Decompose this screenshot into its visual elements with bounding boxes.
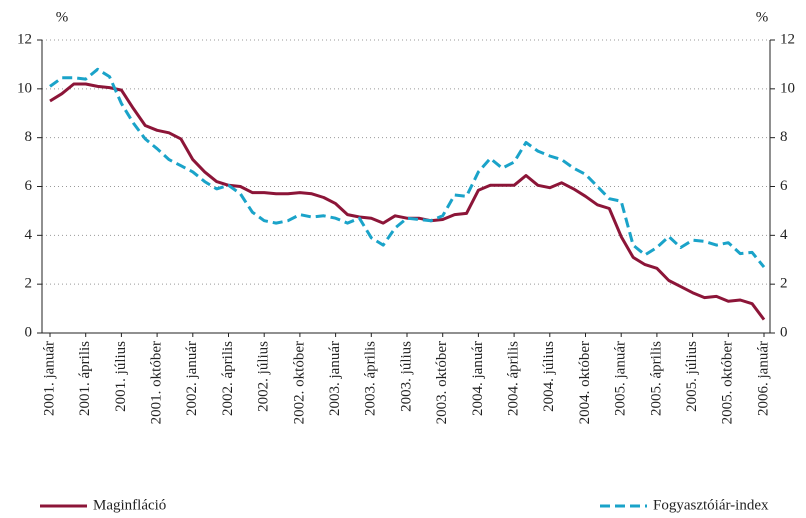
y2-tick-label: 2 bbox=[780, 276, 788, 292]
x-tick-label: 2006. január bbox=[755, 341, 771, 416]
y-axis-unit: % bbox=[56, 9, 69, 25]
y-tick-label: 10 bbox=[17, 80, 32, 96]
x-tick-label: 2004. október bbox=[577, 341, 593, 424]
x-tick-label: 2005. július bbox=[684, 341, 700, 412]
y-tick-label: 8 bbox=[25, 129, 33, 145]
y-tick-label: 4 bbox=[25, 227, 33, 243]
y2-axis-unit: % bbox=[756, 9, 769, 25]
legend-label: Maginfláció bbox=[93, 497, 166, 513]
x-tick-label: 2003. október bbox=[434, 341, 450, 424]
x-tick-label: 2001. január bbox=[41, 341, 57, 416]
x-tick-label: 2004. július bbox=[541, 341, 557, 412]
y2-tick-label: 4 bbox=[780, 227, 788, 243]
y-tick-label: 6 bbox=[25, 178, 33, 194]
x-tick-label: 2003. április bbox=[363, 341, 379, 416]
series-line bbox=[49, 67, 766, 269]
x-tick-label: 2005. október bbox=[720, 341, 736, 424]
x-tick-label: 2003. január bbox=[327, 341, 343, 416]
y-tick-label: 0 bbox=[25, 324, 33, 340]
legend-label: Fogyasztóiár-index bbox=[653, 497, 769, 513]
x-tick-label: 2004. január bbox=[470, 341, 486, 416]
x-tick-label: 2002. október bbox=[291, 341, 307, 424]
x-tick-label: 2002. április bbox=[220, 341, 236, 416]
y-tick-label: 2 bbox=[25, 276, 33, 292]
x-tick-label: 2005. április bbox=[648, 341, 664, 416]
x-tick-label: 2002. január bbox=[184, 341, 200, 416]
y2-tick-label: 10 bbox=[780, 80, 795, 96]
y-tick-label: 12 bbox=[17, 31, 32, 47]
x-tick-label: 2001. október bbox=[149, 341, 165, 424]
x-tick-label: 2004. április bbox=[506, 341, 522, 416]
x-tick-label: 2005. január bbox=[613, 341, 629, 416]
x-tick-label: 2001. április bbox=[77, 341, 93, 416]
series-line bbox=[49, 82, 766, 321]
x-tick-label: 2001. július bbox=[113, 341, 129, 412]
x-tick-label: 2003. július bbox=[398, 341, 414, 412]
y2-tick-label: 6 bbox=[780, 178, 788, 194]
y2-tick-label: 8 bbox=[780, 129, 788, 145]
y2-tick-label: 12 bbox=[780, 31, 795, 47]
y2-tick-label: 0 bbox=[780, 324, 788, 340]
x-tick-label: 2002. július bbox=[256, 341, 272, 412]
